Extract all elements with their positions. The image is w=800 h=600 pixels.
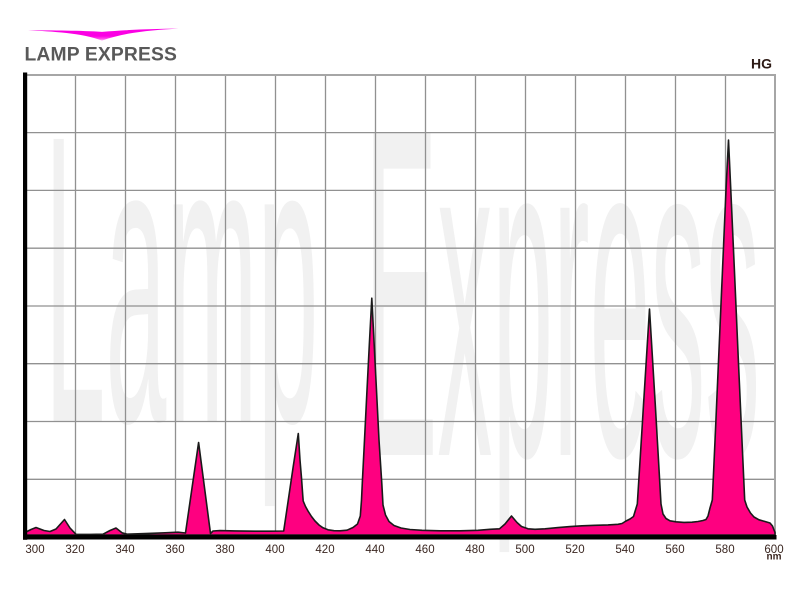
- svg-text:HG: HG: [751, 56, 772, 72]
- svg-text:320: 320: [65, 544, 84, 556]
- svg-text:300: 300: [25, 544, 44, 556]
- svg-text:460: 460: [415, 544, 434, 556]
- svg-text:600: 600: [764, 544, 783, 556]
- svg-text:580: 580: [715, 544, 734, 556]
- svg-text:480: 480: [465, 544, 484, 556]
- svg-text:Lamp: Lamp: [45, 49, 319, 510]
- svg-text:380: 380: [215, 544, 234, 556]
- svg-text:520: 520: [565, 544, 584, 556]
- svg-text:420: 420: [315, 544, 334, 556]
- svg-text:LAMP EXPRESS: LAMP EXPRESS: [25, 45, 178, 66]
- svg-text:400: 400: [265, 544, 284, 556]
- svg-text:560: 560: [665, 544, 684, 556]
- svg-text:340: 340: [115, 544, 134, 556]
- svg-text:nm: nm: [767, 552, 782, 563]
- svg-text:500: 500: [515, 544, 534, 556]
- svg-text:540: 540: [615, 544, 634, 556]
- svg-text:360: 360: [165, 544, 184, 556]
- svg-text:440: 440: [365, 544, 384, 556]
- svg-text:Express: Express: [364, 32, 760, 557]
